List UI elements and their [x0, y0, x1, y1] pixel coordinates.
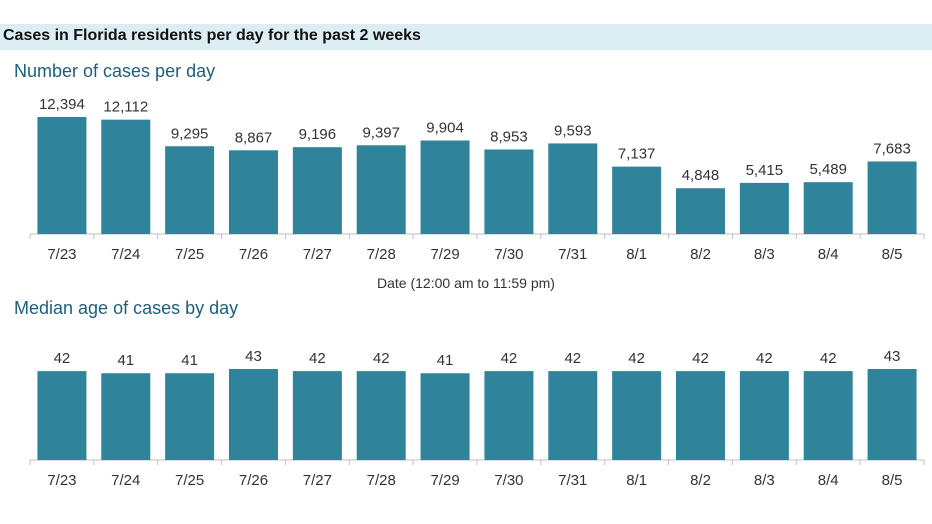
cases-value-label: 5,415 — [746, 162, 784, 179]
median-age-tick-label: 8/3 — [754, 472, 775, 489]
median-age-value-label: 42 — [501, 350, 518, 367]
cases-value-label: 12,394 — [39, 96, 85, 113]
median-age-bar — [165, 373, 215, 460]
cases-tick-label: 8/1 — [626, 246, 647, 263]
median-age-tick-label: 7/25 — [175, 472, 204, 489]
cases-value-label: 7,683 — [873, 140, 911, 157]
cases-value-label: 9,397 — [362, 124, 400, 141]
cases-value-label: 9,295 — [171, 125, 209, 142]
median-age-bar — [484, 371, 534, 460]
median-age-value-label: 42 — [54, 350, 71, 367]
cases-tick-label: 7/30 — [494, 246, 523, 263]
median-age-bar — [37, 371, 87, 460]
median-age-tick-label: 8/2 — [690, 472, 711, 489]
median-age-bar — [548, 371, 598, 460]
cases-tick-label: 7/29 — [430, 246, 459, 263]
cases-bar — [420, 140, 470, 234]
median-age-value-label: 41 — [437, 352, 454, 369]
cases-bar — [484, 149, 534, 234]
median-age-bar — [612, 371, 662, 460]
median-age-value-label: 41 — [181, 352, 198, 369]
cases-tick-label: 7/31 — [558, 246, 587, 263]
cases-value-label: 5,489 — [809, 161, 847, 178]
median-age-tick-label: 8/5 — [882, 472, 903, 489]
cases-value-label: 8,953 — [490, 128, 528, 145]
median-age-value-label: 42 — [564, 350, 581, 367]
median-age-bar — [292, 371, 342, 460]
median-age-tick-label: 8/1 — [626, 472, 647, 489]
cases-chart-title: Number of cases per day — [14, 61, 216, 81]
cases-bar — [867, 161, 917, 234]
cases-value-label: 7,137 — [618, 146, 656, 163]
cases-tick-label: 8/2 — [690, 246, 711, 263]
median-age-value-label: 42 — [756, 350, 773, 367]
cases-bar — [548, 143, 598, 234]
median-age-tick-label: 7/24 — [111, 472, 140, 489]
cases-tick-label: 8/3 — [754, 246, 775, 263]
cases-tick-label: 7/23 — [47, 246, 76, 263]
median-age-tick-label: 7/31 — [558, 472, 587, 489]
cases-tick-label: 7/27 — [303, 246, 332, 263]
median-age-value-label: 42 — [820, 350, 837, 367]
median-age-tick-label: 7/28 — [367, 472, 396, 489]
median-age-bar — [867, 369, 917, 460]
cases-bar — [803, 182, 853, 234]
median-age-tick-label: 7/26 — [239, 472, 268, 489]
cases-bar — [165, 146, 215, 234]
cases-bar — [37, 117, 87, 234]
cases-value-label: 12,112 — [103, 99, 148, 116]
cases-bar — [612, 166, 662, 234]
cases-tick-label: 7/24 — [111, 246, 140, 263]
median-age-value-label: 42 — [628, 350, 645, 367]
cases-chart-x-axis-title: Date (12:00 am to 11:59 pm) — [377, 275, 555, 291]
cases-value-label: 9,196 — [299, 126, 337, 143]
median-age-value-label: 42 — [692, 350, 709, 367]
cases-bar — [739, 182, 789, 234]
cases-tick-label: 7/28 — [367, 246, 396, 263]
median-age-tick-label: 7/30 — [494, 472, 523, 489]
median-age-bar — [803, 371, 853, 460]
cases-bar — [292, 147, 342, 234]
cases-value-label: 8,867 — [235, 129, 273, 146]
cases-bar — [229, 150, 278, 234]
cases-bar — [356, 145, 406, 234]
header-bar: Cases in Florida residents per day for t… — [0, 24, 932, 50]
cases-value-label: 4,848 — [682, 167, 720, 184]
cases-bar — [101, 119, 151, 234]
cases-tick-label: 8/5 — [882, 246, 903, 263]
median-age-tick-label: 7/27 — [303, 472, 332, 489]
cases-value-label: 9,593 — [554, 122, 592, 139]
median-age-tick-label: 7/29 — [430, 472, 459, 489]
median-age-value-label: 42 — [373, 350, 390, 367]
median-age-tick-label: 8/4 — [818, 472, 839, 489]
median-age-bar — [739, 371, 789, 460]
cases-tick-label: 8/4 — [818, 246, 839, 263]
cases-tick-label: 7/25 — [175, 246, 204, 263]
header-title: Cases in Florida residents per day for t… — [3, 27, 421, 44]
cases-bar — [676, 188, 725, 234]
cases-tick-label: 7/26 — [239, 246, 268, 263]
cases-value-label: 9,904 — [426, 120, 464, 137]
median-age-bar — [356, 371, 406, 460]
median-age-bar — [676, 371, 725, 460]
median-age-value-label: 43 — [245, 348, 262, 365]
median-age-bar — [101, 373, 151, 460]
median-age-bar — [420, 373, 470, 460]
median-age-tick-label: 7/23 — [47, 472, 76, 489]
median-age-value-label: 43 — [884, 348, 901, 365]
median-age-value-label: 42 — [309, 350, 326, 367]
median-age-value-label: 41 — [117, 352, 134, 369]
median-age-chart-title: Median age of cases by day — [14, 298, 239, 318]
median-age-bar — [229, 369, 278, 460]
